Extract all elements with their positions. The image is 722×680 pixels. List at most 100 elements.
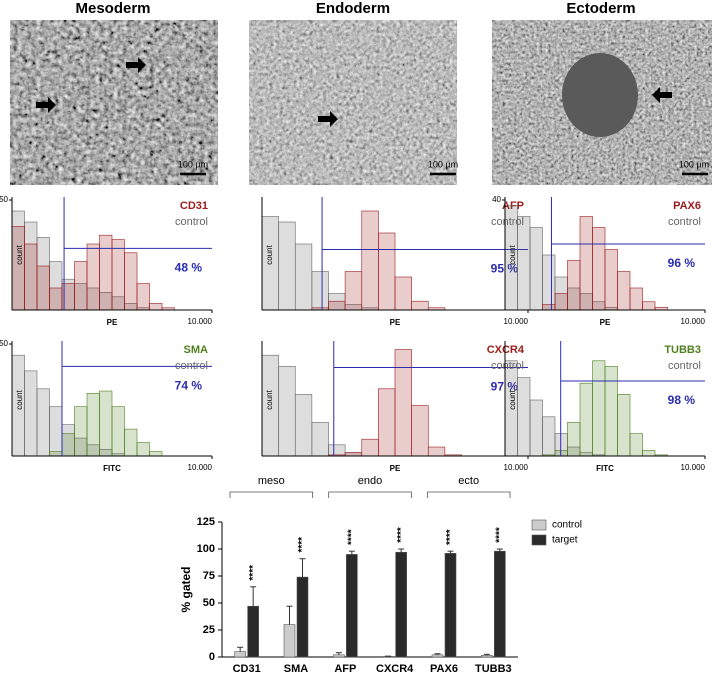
scale-bar-label: 100 µm bbox=[178, 159, 208, 169]
histogram-bin bbox=[604, 249, 618, 311]
histogram-bin bbox=[579, 382, 593, 457]
legend-label: control bbox=[552, 520, 582, 531]
histogram-bin bbox=[278, 366, 296, 457]
bar bbox=[234, 651, 246, 658]
legend-label: TUBB3 bbox=[664, 344, 701, 356]
histogram-bin bbox=[24, 370, 38, 457]
histogram-bin bbox=[49, 287, 63, 311]
y-tick-label: 0 bbox=[209, 651, 215, 663]
histogram-bin bbox=[554, 293, 568, 311]
significance: **** bbox=[445, 529, 456, 545]
legend-label: AFP bbox=[502, 200, 524, 212]
histogram-bin bbox=[361, 210, 379, 311]
histogram-bin bbox=[311, 422, 329, 457]
histogram-bin bbox=[344, 271, 363, 311]
histogram-bin bbox=[629, 287, 643, 311]
x-tick-label: 10.000 bbox=[681, 317, 706, 326]
legend-swatch bbox=[531, 534, 547, 546]
x-axis-label: FITC bbox=[596, 464, 614, 473]
x-axis-label: FITC bbox=[103, 464, 121, 473]
y-tick-label: 50 bbox=[203, 597, 215, 609]
y-tick-label: 50 bbox=[0, 195, 9, 204]
y-tick-label: 40 bbox=[492, 195, 501, 204]
legend-label: PAX6 bbox=[673, 200, 701, 212]
legend-label: target bbox=[552, 535, 578, 546]
histogram-bin bbox=[542, 304, 556, 311]
histogram-bin bbox=[361, 438, 379, 457]
x-tick-label: 10.000 bbox=[188, 317, 213, 326]
significance: **** bbox=[396, 527, 407, 543]
x-tick-label: 10.000 bbox=[504, 463, 529, 472]
histogram-bin bbox=[136, 442, 150, 457]
histogram-bin bbox=[74, 261, 88, 311]
gate-percent: 95 % bbox=[491, 262, 519, 276]
bar bbox=[494, 550, 506, 658]
histogram-bin bbox=[517, 377, 531, 457]
column-title: Endoderm bbox=[316, 0, 390, 17]
y-axis-label: count bbox=[508, 244, 517, 264]
y-axis-label: count bbox=[15, 244, 24, 264]
x-axis-label: PE bbox=[600, 318, 611, 327]
x-tick-label: 10.000 bbox=[188, 463, 213, 472]
y-tick-label: 100 bbox=[197, 543, 215, 555]
histogram-bin bbox=[49, 406, 63, 457]
x-tick-label: AFP bbox=[334, 663, 356, 675]
x-tick-label: TUBB3 bbox=[475, 663, 512, 675]
histogram-bin bbox=[427, 446, 446, 457]
y-axis-label: count bbox=[508, 389, 517, 409]
histogram-bin bbox=[311, 271, 329, 311]
histogram-bin bbox=[278, 221, 296, 311]
histogram-bin bbox=[394, 276, 412, 311]
y-axis-label: count bbox=[265, 244, 274, 264]
bar bbox=[444, 553, 457, 658]
histogram-bin bbox=[328, 300, 346, 311]
histogram-bin bbox=[36, 388, 50, 457]
histogram-bin bbox=[567, 422, 581, 457]
x-axis-label: PE bbox=[107, 318, 118, 327]
histogram-bin bbox=[74, 406, 88, 457]
histogram-bin bbox=[529, 227, 543, 311]
histogram-bin bbox=[592, 360, 606, 457]
x-tick-label: CXCR4 bbox=[376, 663, 414, 675]
histogram-bin bbox=[642, 301, 656, 311]
legend-label: SMA bbox=[184, 344, 209, 356]
group-bracket bbox=[426, 491, 511, 498]
bar bbox=[247, 605, 259, 658]
histogram-bin bbox=[378, 232, 396, 311]
gate-percent: 98 % bbox=[668, 393, 696, 407]
histogram-bin bbox=[149, 451, 163, 457]
gate-percent: 48 % bbox=[175, 261, 203, 275]
histogram-bin bbox=[394, 349, 412, 457]
x-tick-label: CD31 bbox=[233, 663, 261, 675]
histogram-bin bbox=[86, 392, 100, 457]
bar bbox=[395, 551, 407, 658]
x-axis-label: PE bbox=[390, 464, 401, 473]
histogram-bin bbox=[124, 252, 138, 311]
histogram-bin bbox=[99, 234, 113, 311]
y-axis-label: count bbox=[265, 389, 274, 409]
histogram-bin bbox=[49, 451, 63, 457]
legend-label: control bbox=[668, 216, 701, 228]
legend-swatch bbox=[531, 519, 547, 531]
group-label: ecto bbox=[458, 475, 479, 487]
bar bbox=[296, 576, 309, 658]
y-axis-label: % gated bbox=[179, 566, 193, 612]
column-title: Mesoderm bbox=[75, 0, 150, 17]
group-label: endo bbox=[358, 475, 382, 487]
histogram-bin bbox=[617, 271, 631, 311]
column-title: Ectoderm bbox=[566, 0, 635, 17]
histogram-bin bbox=[149, 303, 163, 311]
histogram-bin bbox=[36, 265, 50, 311]
significance: **** bbox=[494, 527, 505, 543]
histogram-bin bbox=[517, 216, 531, 311]
legend-label: control bbox=[175, 360, 208, 372]
significance: **** bbox=[346, 529, 357, 545]
histogram-bin bbox=[344, 452, 363, 457]
gate-percent: 96 % bbox=[668, 256, 696, 270]
histogram-bin bbox=[629, 433, 643, 457]
micrograph: 100 µm bbox=[10, 20, 218, 185]
legend-label: control bbox=[491, 360, 524, 372]
legend-label: control bbox=[175, 216, 208, 228]
bar bbox=[333, 654, 345, 658]
histogram-bin bbox=[617, 394, 631, 457]
